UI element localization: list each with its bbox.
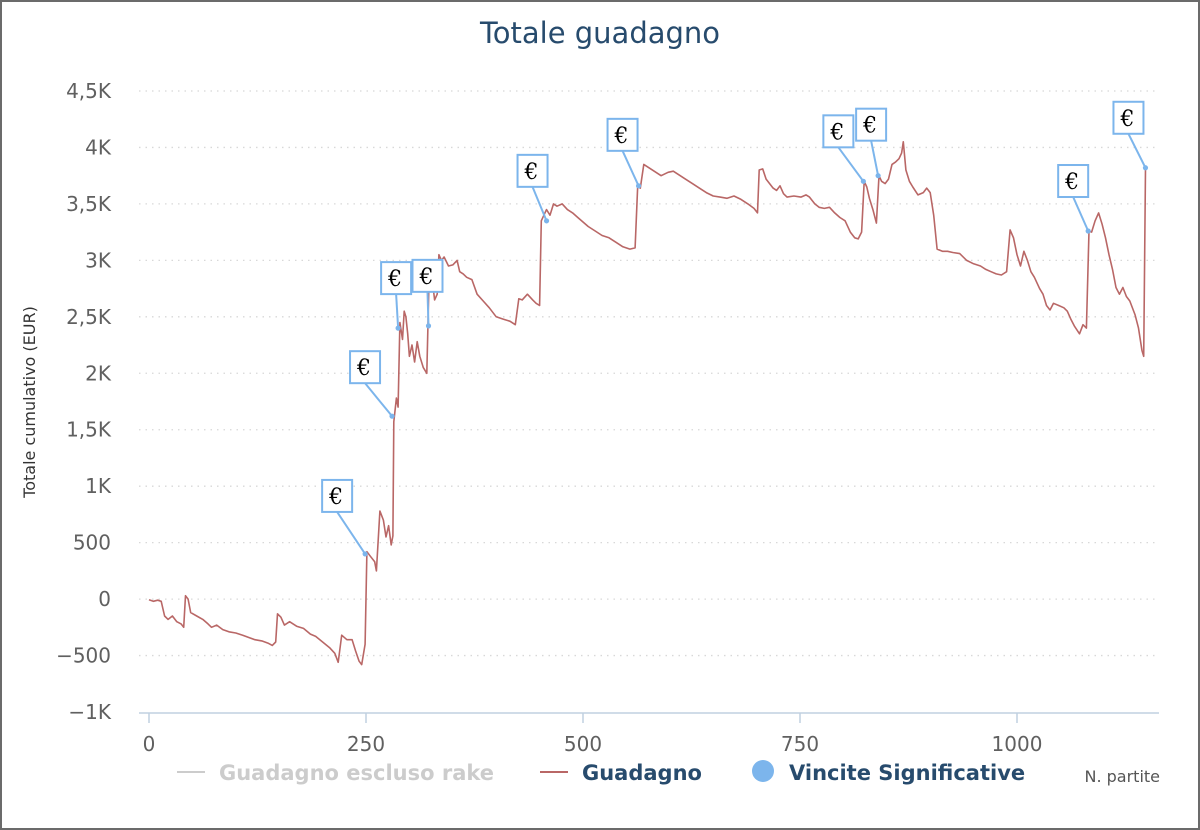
chart-title: Totale guadagno <box>479 16 720 50</box>
flag-connector <box>870 140 880 176</box>
marker-point <box>860 178 866 184</box>
flag-label: € <box>1119 107 1134 132</box>
y-tick-label: 1K <box>85 474 112 498</box>
flag-box <box>822 114 855 149</box>
flag-box <box>321 478 354 513</box>
win-flag[interactable]: € <box>380 261 413 331</box>
flag-label: € <box>1064 170 1079 195</box>
win-flag[interactable]: € <box>1112 100 1149 171</box>
flag-label: € <box>524 160 539 185</box>
flag-box <box>380 261 413 296</box>
x-tick-label: 1000 <box>992 732 1043 756</box>
gridlines <box>139 90 1159 657</box>
flag-box <box>606 117 639 152</box>
flag-connector <box>336 511 366 555</box>
marker-point <box>1142 165 1149 171</box>
y-tick-label: 4,5K <box>66 79 112 103</box>
x-axis: 0 250 500 750 1000 <box>139 712 1159 756</box>
legend-label: Guadagno <box>582 761 702 785</box>
flag-label: € <box>328 485 343 510</box>
significant-wins-markers[interactable]: € € € € € € € € € € <box>321 100 1149 557</box>
legend-item[interactable]: Guadagno <box>540 761 702 785</box>
flag-connector <box>1072 196 1090 232</box>
flag-box <box>411 258 444 293</box>
flag-box <box>1057 164 1090 199</box>
marker-point <box>1085 228 1091 234</box>
legend-label: Guadagno escluso rake <box>219 761 494 785</box>
flag-connector <box>621 150 640 187</box>
flag-box <box>516 153 549 188</box>
y-tick-label: 2K <box>85 361 112 385</box>
y-tick-label: 3,5K <box>66 192 112 216</box>
y-tick-label: 0 <box>98 587 111 611</box>
y-tick-label: −1K <box>68 700 111 724</box>
x-tick-label: 250 <box>347 732 385 756</box>
series-guadagno[interactable] <box>148 141 1148 666</box>
flag-connector <box>531 186 548 222</box>
y-tick-label: 1,5K <box>66 418 112 442</box>
flag-box <box>1112 100 1145 135</box>
win-flag[interactable]: € <box>855 107 888 179</box>
legend: Guadagno escluso rake Guadagno Vincite Sig… <box>177 760 1025 785</box>
legend-item[interactable]: Vincite Significative <box>752 760 1025 785</box>
flag-connector <box>364 382 393 417</box>
win-flag[interactable]: € <box>411 258 444 329</box>
x-axis-title: N. partite <box>1084 767 1160 786</box>
win-flag[interactable]: € <box>822 114 866 184</box>
marker-point <box>635 183 642 189</box>
x-tick-label: 750 <box>781 732 819 756</box>
flag-label: € <box>862 114 877 139</box>
legend-label: Vincite Significative <box>789 761 1025 785</box>
marker-point <box>543 218 550 224</box>
flag-connector <box>426 291 430 326</box>
y-tick-label: 2,5K <box>66 305 112 329</box>
win-flag[interactable]: € <box>606 117 642 189</box>
marker-point <box>875 173 881 179</box>
marker-point <box>395 325 401 331</box>
flag-connector <box>837 146 865 182</box>
flag-label: € <box>829 120 844 145</box>
win-flag[interactable]: € <box>321 478 368 557</box>
win-flag[interactable]: € <box>1057 164 1091 234</box>
y-axis-tick-labels: −1K −500 0 500 1K 1,5K 2K 2,5K 3K 3,5K 4K 4,5K <box>56 79 112 724</box>
flag-box <box>855 107 888 142</box>
y-axis-title: Totale cumulativo (EUR) <box>20 306 39 499</box>
y-tick-label: 4K <box>85 135 112 159</box>
y-tick-label: 3K <box>85 248 112 272</box>
legend-item[interactable]: Guadagno escluso rake <box>177 761 494 785</box>
flag-label: € <box>387 267 402 292</box>
marker-point <box>425 323 432 329</box>
x-tick-label: 500 <box>564 732 602 756</box>
win-flag[interactable]: € <box>516 153 550 224</box>
win-flag[interactable]: € <box>349 350 395 419</box>
y-tick-label: −500 <box>56 644 111 668</box>
y-tick-label: 500 <box>73 531 111 555</box>
flag-box <box>349 350 382 385</box>
series-line[interactable] <box>148 141 1148 666</box>
flag-connector <box>1127 133 1147 169</box>
flag-label: € <box>356 356 371 381</box>
marker-point <box>362 551 368 557</box>
x-tick-label: 0 <box>143 732 156 756</box>
legend-symbol-circle <box>752 760 774 782</box>
marker-point <box>389 413 395 419</box>
flag-label: € <box>418 265 433 290</box>
flag-connector <box>395 294 400 329</box>
flag-label: € <box>614 124 629 149</box>
